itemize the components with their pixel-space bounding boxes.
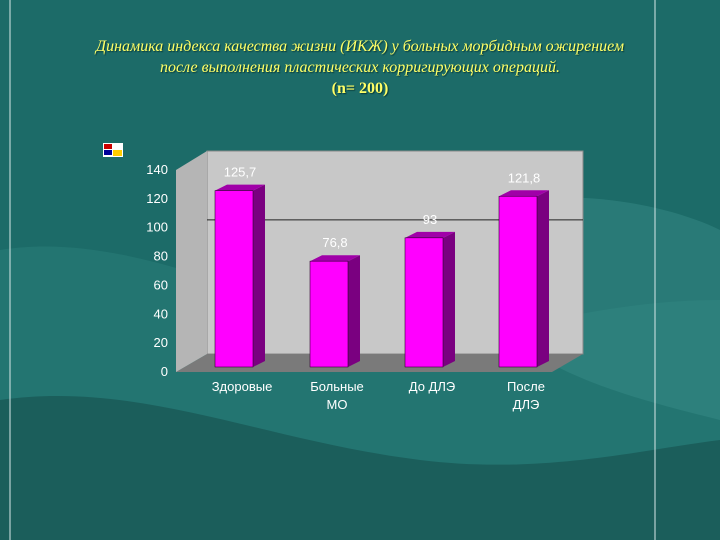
bar-side [348, 255, 360, 367]
y-tick-label: 120 [146, 191, 168, 206]
bar: 76,8 [309, 235, 360, 368]
y-tick-label: 100 [146, 220, 168, 235]
x-tick-label: До ДЛЭ [409, 379, 455, 394]
bar-top [215, 184, 265, 191]
legend-icon [103, 143, 123, 157]
bar-value-label: 93 [423, 212, 437, 227]
y-tick-label: 40 [154, 306, 168, 321]
bar-value-label: 121,8 [508, 170, 541, 185]
title-line-2: после выполнения пластических корригирую… [160, 59, 560, 76]
bar-top [405, 231, 455, 238]
x-tick-label: Здоровые [212, 379, 273, 394]
y-tick-label: 80 [154, 249, 168, 264]
bar-front [309, 260, 349, 368]
title-line-1: Динамика индекса качества жизни (ИКЖ) у … [95, 38, 625, 55]
bar-side [443, 231, 455, 367]
bar-front [404, 237, 444, 368]
bar-side [253, 184, 265, 367]
bar-value-label: 76,8 [322, 235, 347, 250]
bar-side [537, 190, 549, 367]
bar-top [310, 255, 360, 262]
x-tick-label: Больные МО [310, 379, 364, 412]
plot-back-wall [176, 150, 584, 372]
bar-front [498, 195, 538, 368]
y-tick-label: 60 [154, 277, 168, 292]
bar-value-label: 125,7 [224, 165, 257, 180]
bar: 125,7 [214, 165, 265, 368]
title-sample-size: (n= 200) [331, 80, 389, 97]
bar-front [214, 190, 254, 368]
y-tick-label: 0 [161, 364, 168, 379]
bar: 121,8 [498, 170, 549, 368]
bar: 93 [404, 212, 455, 368]
y-tick-label: 20 [154, 335, 168, 350]
y-tick-label: 140 [146, 162, 168, 177]
slide-title: Динамика индекса качества жизни (ИКЖ) у … [20, 36, 700, 99]
x-tick-label: После ДЛЭ [507, 379, 545, 412]
bar-top [499, 190, 549, 197]
